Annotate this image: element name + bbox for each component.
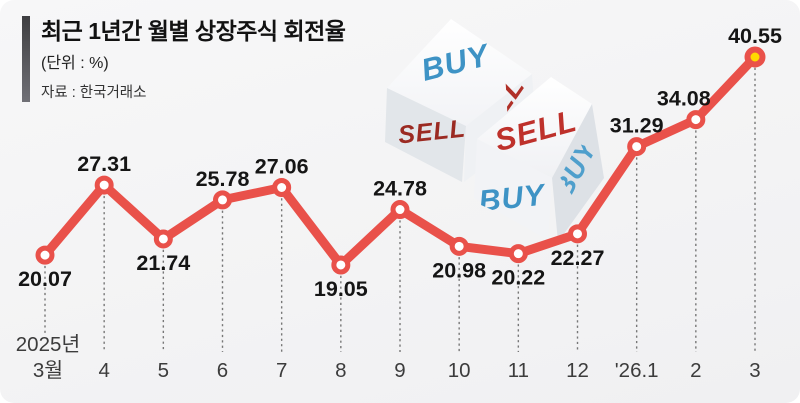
data-point-marker <box>213 190 233 210</box>
data-point-marker <box>153 229 173 249</box>
value-label: 31.29 <box>610 114 664 138</box>
chart-header: 최근 1년간 월별 상장주식 회전율 (단위 : %) 자료 : 한국거래소 <box>22 16 346 102</box>
highlighted-data-point <box>744 46 766 68</box>
x-axis-label: 8 <box>335 359 346 382</box>
data-point-marker <box>94 175 114 195</box>
data-point-marker <box>508 244 528 264</box>
value-label: 40.55 <box>728 24 782 48</box>
x-axis-label: '26.1 <box>615 359 659 382</box>
source-label: 자료 : 한국거래소 <box>41 85 147 101</box>
data-point-marker <box>627 137 647 157</box>
x-axis-label: 12 <box>566 359 589 382</box>
data-point-marker <box>390 200 410 220</box>
x-axis-label: 11 <box>508 359 529 382</box>
value-label: 24.78 <box>373 177 427 201</box>
x-axis-label: 10 <box>448 359 471 382</box>
die-front-side-face <box>552 104 604 242</box>
value-label: 22.27 <box>551 246 605 270</box>
value-label: 20.22 <box>491 266 545 290</box>
value-label: 27.06 <box>255 155 309 179</box>
die-front-front-face <box>474 139 552 240</box>
data-point-marker <box>568 224 588 244</box>
die-front-top-face <box>477 77 592 178</box>
x-axis-label: 5 <box>158 359 169 382</box>
die-front: SELL BUY BUY <box>474 77 604 242</box>
die-back-front-face <box>385 88 466 182</box>
data-point-marker <box>35 245 55 265</box>
value-label: 21.74 <box>136 251 190 275</box>
data-point-marker <box>686 110 706 130</box>
x-axis-label: 7 <box>276 359 287 382</box>
value-label: 25.78 <box>196 167 250 191</box>
x-axis-label: 6 <box>217 359 228 382</box>
x-axis-label: 9 <box>394 359 405 382</box>
unit-label: (단위 : %) <box>41 55 109 72</box>
x-axis-label: 3 <box>749 359 760 382</box>
value-label: 19.05 <box>314 277 368 301</box>
x-axis-label: 2025년 3월 <box>16 333 80 382</box>
data-point-marker <box>449 236 469 256</box>
value-label: 20.07 <box>18 267 72 291</box>
value-label: 20.98 <box>432 258 486 282</box>
value-label: 34.08 <box>657 87 711 111</box>
title-accent-bar <box>22 16 30 102</box>
data-point-marker <box>272 178 292 198</box>
x-axis-label: 4 <box>98 359 109 382</box>
die-back-top-face <box>387 19 532 126</box>
value-label: 27.31 <box>77 152 131 176</box>
x-axis-label: 2 <box>690 359 701 382</box>
dice-illustration: BUY LL SELL SELL BUY BUY <box>385 19 604 242</box>
data-point-marker <box>331 255 351 275</box>
chart-title: 최근 1년간 월별 상장주식 회전율 <box>41 18 346 44</box>
